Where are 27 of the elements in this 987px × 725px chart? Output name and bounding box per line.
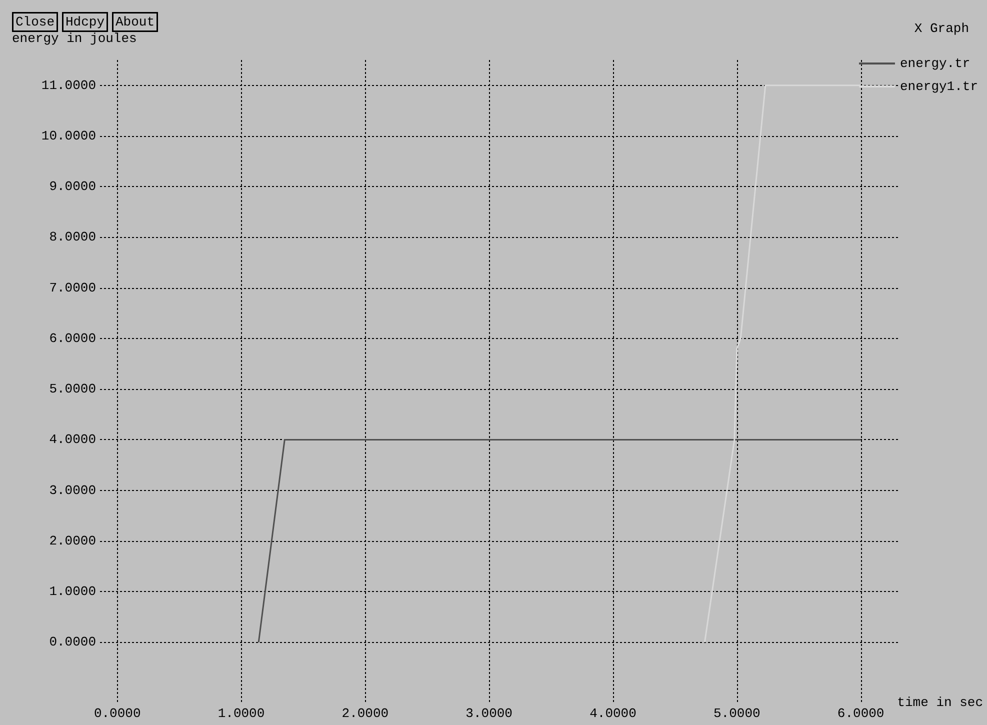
x-tick-label: 5.0000 bbox=[714, 706, 760, 721]
text: X Graph bbox=[914, 21, 969, 36]
y-tick-label: 7.0000 bbox=[49, 280, 96, 296]
x-tick-label: 0.0000 bbox=[94, 706, 141, 721]
y-tick-label: 5.0000 bbox=[49, 382, 96, 397]
y-tick-label: 6.0000 bbox=[49, 330, 96, 346]
text: Hdcpy bbox=[66, 14, 105, 30]
x-tick-label: 1.0000 bbox=[218, 706, 265, 721]
x-tick-label: 3.0000 bbox=[466, 706, 512, 721]
text: Close bbox=[16, 14, 55, 30]
y-tick-label: 8.0000 bbox=[49, 230, 96, 245]
x-axis-title: time in sec bbox=[897, 695, 984, 710]
y-tick-label: 4.0000 bbox=[49, 432, 96, 448]
legend-label: energy.tr bbox=[900, 56, 970, 71]
y-tick-label: 11.0000 bbox=[41, 78, 96, 93]
y-tick-label: 0.0000 bbox=[49, 634, 96, 650]
y-tick-label: 2.0000 bbox=[49, 533, 96, 548]
y-tick-label: 1.0000 bbox=[49, 584, 96, 600]
y-tick-label: 3.0000 bbox=[49, 482, 96, 498]
text: About bbox=[116, 14, 155, 30]
y-tick-label: 9.0000 bbox=[49, 179, 96, 194]
legend-label: energy1.tr bbox=[900, 79, 978, 94]
x-tick-label: 4.0000 bbox=[590, 706, 636, 721]
x-tick-label: 2.0000 bbox=[342, 706, 389, 721]
x-tick-label: 6.0000 bbox=[837, 706, 884, 721]
y-axis-title: energy in joules bbox=[12, 31, 137, 46]
y-tick-label: 10.0000 bbox=[41, 128, 96, 144]
